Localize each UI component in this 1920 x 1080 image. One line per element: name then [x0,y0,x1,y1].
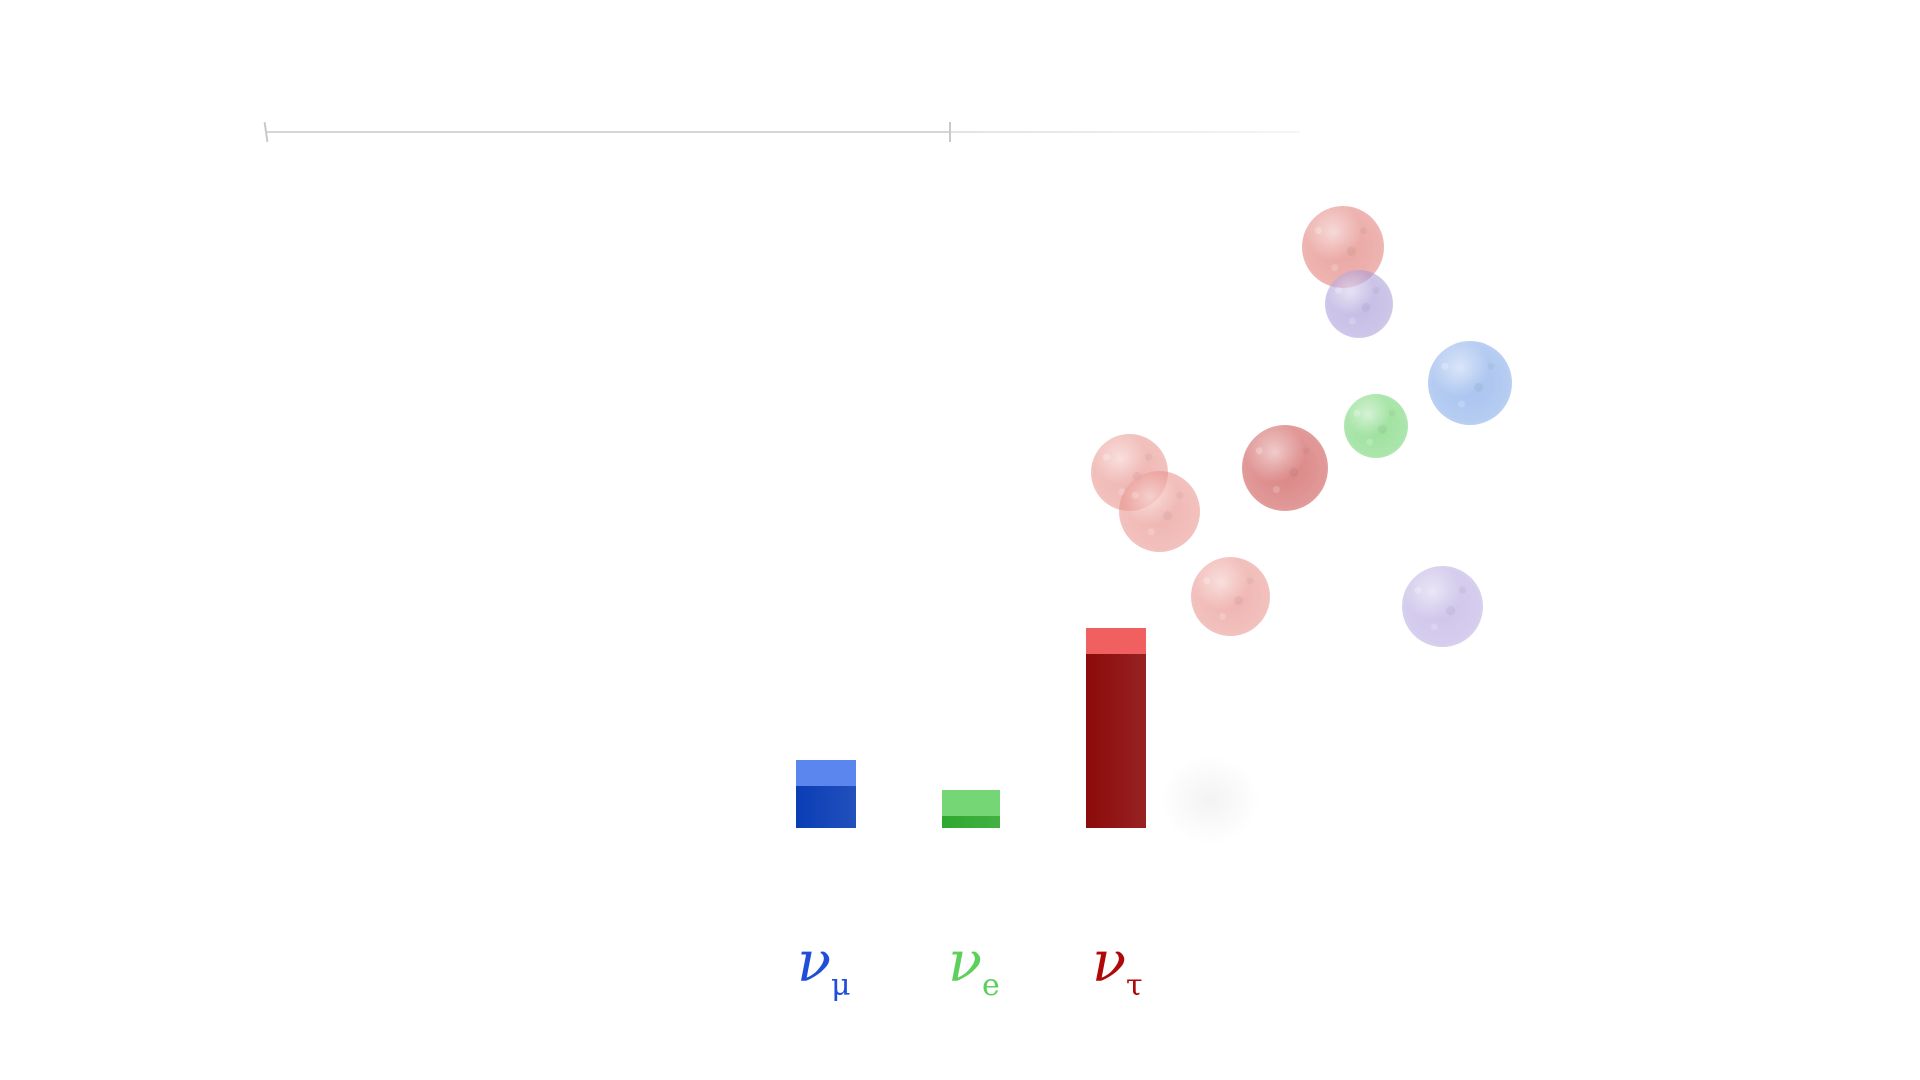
timeline-elapsed [266,131,950,133]
bar-nu-tau [1086,628,1146,828]
neutrino-sphere [1242,425,1328,511]
neutrino-sphere [1402,566,1483,647]
bar-nu-mu [796,760,856,828]
label-nu-tau-symbol: ν [1092,930,1127,995]
neutrino-sphere [1428,341,1512,425]
label-nu-mu-symbol: ν [797,930,832,995]
label-nu-e: νe [948,935,1000,1001]
faded-sphere-shadow [1160,755,1260,845]
neutrino-sphere [1302,206,1384,288]
neutrino-sphere [1119,471,1200,552]
timeline-playhead[interactable] [949,122,951,142]
label-nu-tau: ντ [1092,935,1143,1001]
label-nu-mu-subscript: μ [831,968,851,1003]
label-nu-e-symbol: ν [948,930,983,995]
neutrino-sphere [1191,557,1270,636]
bar-nu-e-top [942,790,1000,816]
label-nu-tau-subscript: τ [1126,968,1143,1003]
label-nu-e-subscript: e [982,968,1000,1003]
bar-nu-mu-top [796,760,856,786]
neutrino-sphere [1344,394,1408,458]
timeline-remaining [950,131,1300,133]
bar-nu-tau-top [1086,628,1146,654]
label-nu-mu: νμ [797,935,851,1001]
neutrino-sphere [1325,270,1393,338]
timeline-track[interactable] [266,131,1300,133]
bar-nu-e [942,790,1000,828]
